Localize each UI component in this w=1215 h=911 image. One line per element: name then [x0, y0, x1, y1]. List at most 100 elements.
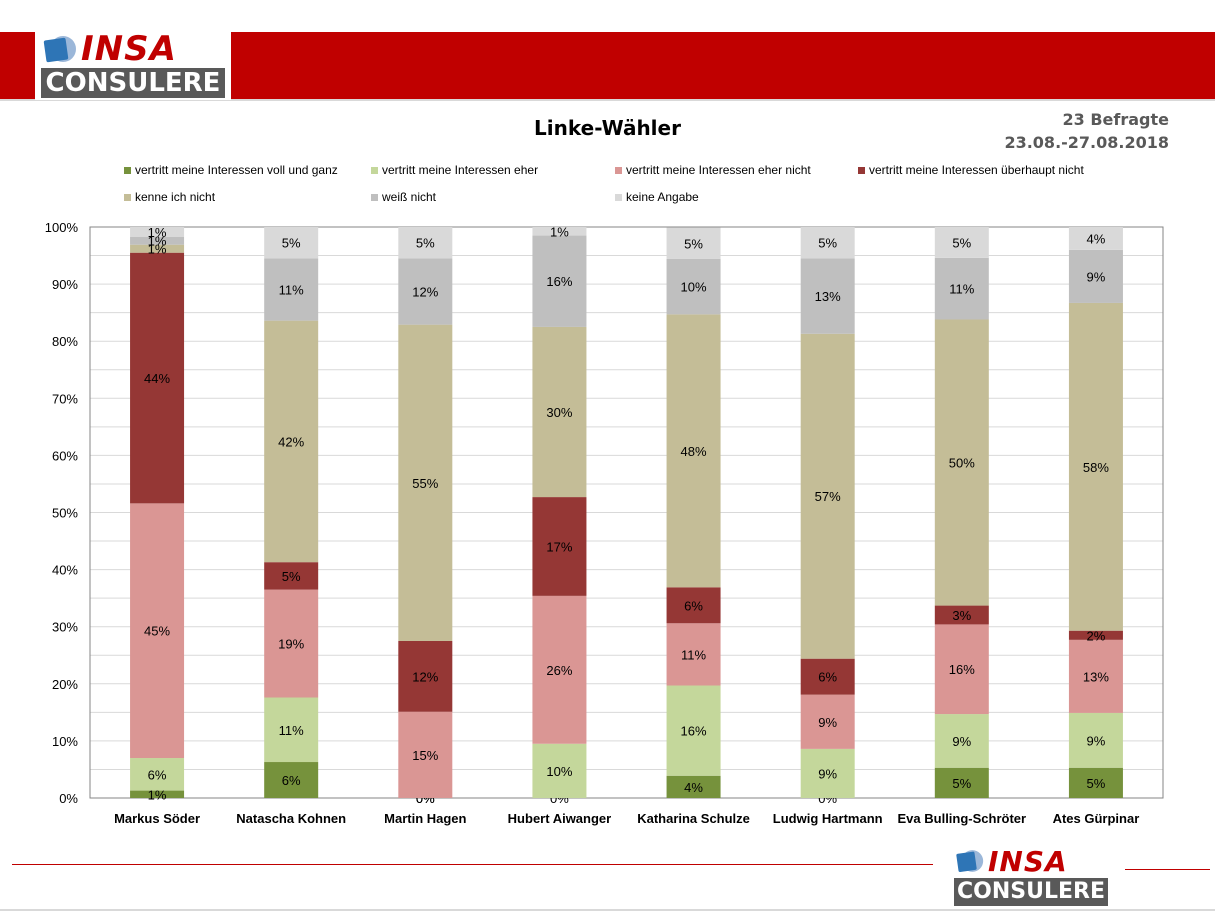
bar-segment: [130, 227, 185, 237]
bar-segment: [264, 589, 319, 698]
data-label: 26%: [546, 663, 572, 678]
data-label: 17%: [546, 539, 572, 554]
bar-segment: [934, 227, 989, 258]
bar-segment: [934, 714, 989, 768]
data-label: 10%: [681, 280, 707, 295]
bar-segment: [800, 258, 855, 334]
data-label: 58%: [1083, 460, 1109, 475]
bar-segment: [800, 694, 855, 749]
bar-segment: [398, 227, 453, 259]
data-label: 57%: [815, 489, 841, 504]
data-label: 9%: [952, 734, 971, 749]
bar-segment: [532, 595, 587, 744]
bar-segment: [1068, 639, 1123, 713]
data-label: 9%: [818, 715, 837, 730]
bar-segment: [264, 320, 319, 563]
x-tick-label: Katharina Schulze: [637, 811, 750, 826]
data-label: 11%: [279, 283, 304, 298]
data-label: 11%: [681, 647, 706, 662]
bar-segment: [800, 658, 855, 695]
bar-segment: [264, 762, 319, 798]
data-label: 15%: [412, 748, 438, 763]
logo-wordmark-consulere: CONSULERE: [41, 68, 225, 98]
bar-segment: [934, 624, 989, 715]
legend-item: vertritt meine Interessen voll und ganz: [124, 163, 338, 177]
sample-info: 23 Befragte 23.08.-27.08.2018: [1004, 108, 1169, 154]
data-label: 19%: [278, 637, 304, 652]
legend-item: weiß nicht: [371, 190, 436, 204]
data-label: 11%: [279, 723, 304, 738]
legend-swatch: [615, 166, 622, 174]
data-label: 55%: [412, 476, 438, 491]
legend-item: kenne ich nicht: [124, 190, 215, 204]
data-label: 6%: [818, 670, 837, 685]
legend-swatch: [124, 166, 131, 174]
x-tick-label: Ates Gürpinar: [1053, 811, 1140, 826]
data-label: 44%: [144, 371, 170, 386]
bar-segment: [264, 227, 319, 259]
data-label: 48%: [681, 444, 707, 459]
legend-label: vertritt meine Interessen eher: [382, 163, 539, 177]
legend-item: vertritt meine Interessen überhaupt nich…: [858, 163, 1084, 177]
legend-swatch: [371, 166, 378, 174]
x-tick-label: Martin Hagen: [384, 811, 466, 826]
insa-logo-footer: INSA CONSULERE: [950, 845, 1112, 908]
bar-segment: [264, 697, 319, 763]
x-tick-label: Ludwig Hartmann: [773, 811, 883, 826]
bar-segment: [398, 711, 453, 798]
chart-title: Linke-Wähler: [534, 116, 681, 140]
bar-segment: [130, 790, 185, 798]
insa-cube-logo-icon: [43, 36, 76, 63]
data-label: 3%: [952, 608, 971, 623]
legend-label: kenne ich nicht: [135, 190, 216, 204]
data-label: 5%: [1087, 776, 1106, 791]
legend-swatch: [615, 193, 622, 201]
data-label: 1%: [550, 224, 569, 239]
y-tick-label: 30%: [52, 620, 78, 635]
bar-segment: [800, 748, 855, 798]
bar-segment: [934, 767, 989, 798]
legend-swatch: [124, 193, 131, 201]
bar-segment: [398, 258, 453, 325]
bar-segment: [1068, 249, 1123, 303]
data-label: 9%: [1087, 733, 1106, 748]
data-label: 9%: [818, 766, 837, 781]
legend-label: vertritt meine Interessen eher nicht: [626, 163, 811, 177]
bar-segment: [130, 252, 185, 504]
logo-wordmark-consulere: CONSULERE: [954, 878, 1108, 906]
bar-segment: [800, 227, 855, 259]
bar-segment: [666, 775, 721, 798]
legend-swatch: [858, 166, 865, 174]
data-label: 30%: [546, 405, 572, 420]
bar-segment: [532, 743, 587, 798]
legend-label: vertritt meine Interessen voll und ganz: [135, 163, 338, 177]
x-tick-label: Markus Söder: [114, 811, 200, 826]
insa-cube-logo-icon: [956, 850, 984, 872]
y-tick-label: 60%: [52, 448, 78, 463]
bar-segment: [666, 314, 721, 588]
data-label: 45%: [144, 624, 170, 639]
bar-segment: [800, 333, 855, 659]
bar-segment: [1068, 712, 1123, 768]
data-label: 12%: [412, 669, 438, 684]
bar-segment: [666, 587, 721, 624]
data-label: 16%: [681, 724, 707, 739]
data-label: 6%: [282, 773, 301, 788]
data-label: 1%: [148, 787, 167, 802]
y-tick-label: 10%: [52, 734, 78, 749]
data-label: 5%: [282, 569, 301, 584]
bar-segment: [398, 640, 453, 712]
y-tick-label: 50%: [52, 506, 78, 521]
footer-line-left: [12, 864, 933, 865]
bar-segment: [532, 497, 587, 596]
insa-logo: INSA CONSULERE: [35, 29, 231, 100]
legend-item: vertritt meine Interessen eher nicht: [615, 163, 811, 177]
bar-segment: [130, 758, 185, 791]
data-label: 16%: [546, 274, 572, 289]
bar-segment: [532, 235, 587, 327]
data-label: 50%: [949, 456, 975, 471]
bar-segment: [666, 623, 721, 686]
data-label: 2%: [1087, 628, 1106, 643]
data-label: 1%: [148, 242, 167, 257]
header-divider: [0, 99, 1215, 101]
